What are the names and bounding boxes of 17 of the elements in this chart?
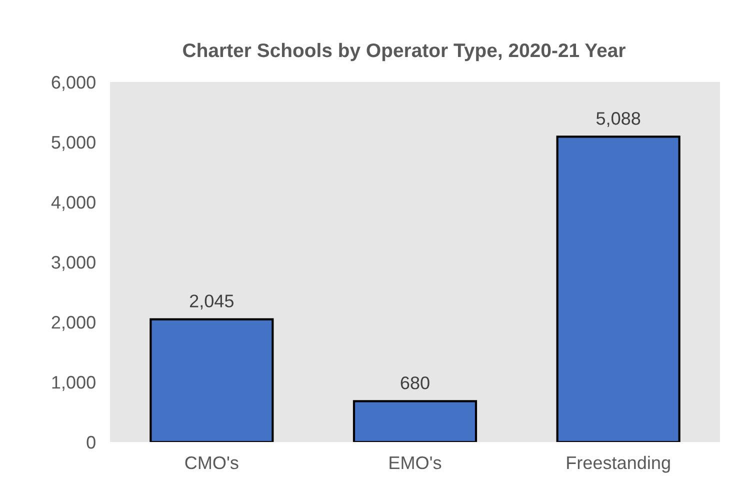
x-tick-label: EMO's (390, 456, 442, 470)
x-tick-label: CMO's (185, 456, 238, 470)
bar (352, 400, 478, 442)
data-label: 5,088 (596, 112, 640, 127)
y-tick-label: 3,000 (52, 256, 96, 271)
bar (556, 136, 680, 442)
y-tick-label: 2,000 (52, 316, 96, 331)
y-tick-label: 0 (86, 436, 96, 449)
y-tick-label: 5,000 (52, 136, 96, 151)
data-label: 680 (400, 376, 430, 390)
x-tick-label: Freestanding (567, 456, 670, 473)
data-label: 2,045 (190, 294, 234, 310)
y-tick-label: 6,000 (52, 76, 96, 91)
chart-title: Charter Schools by Operator Type, 2020-21 Year (183, 42, 626, 62)
bar (150, 318, 274, 442)
y-tick-label: 4,000 (51, 196, 96, 211)
y-tick-label: 1,000 (52, 376, 96, 391)
